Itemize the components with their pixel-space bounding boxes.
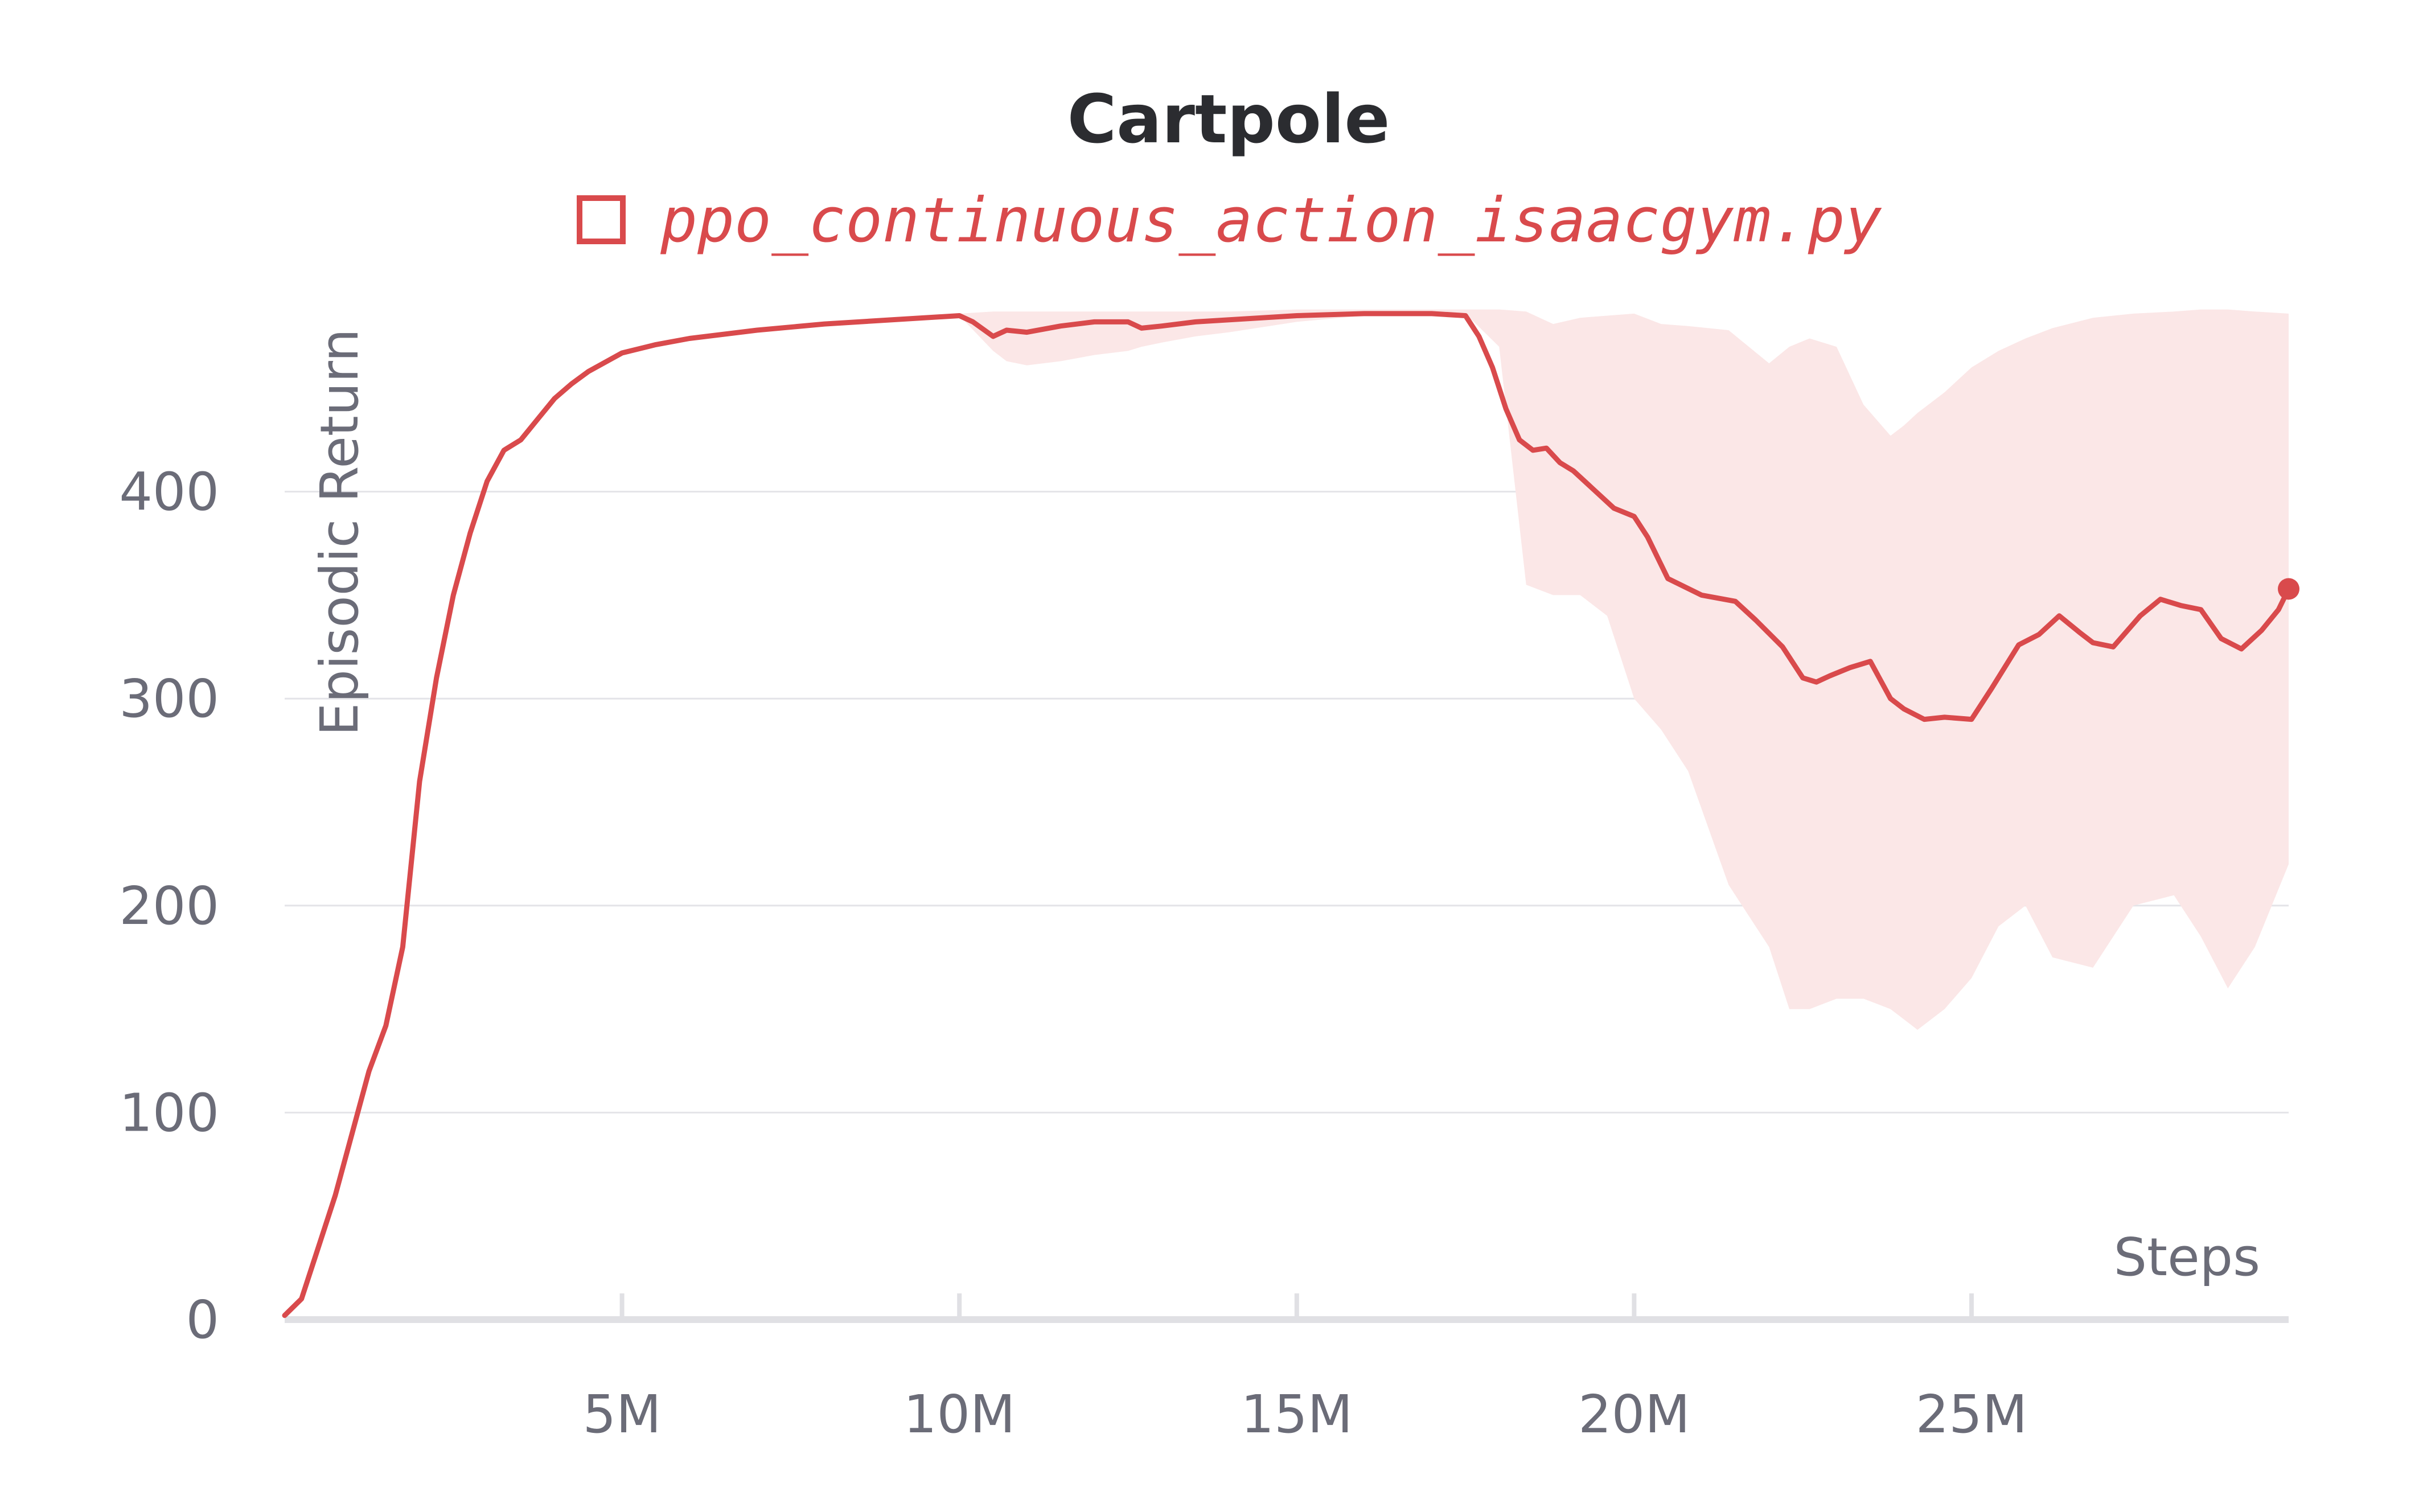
- y-tick-label: 300: [119, 668, 219, 729]
- x-axis-ticks: 5M 10M 15M 20M 25M: [583, 1384, 2028, 1445]
- series-line: [282, 311, 2291, 1318]
- confidence-band: [959, 309, 2289, 1030]
- legend-label: ppo_continuous_action_isaacgym.py: [660, 185, 1882, 256]
- x-tick-label: 20M: [1578, 1384, 1690, 1445]
- y-tick-label: 100: [119, 1082, 219, 1143]
- legend-swatch: [577, 195, 626, 244]
- y-tick-label: 200: [119, 876, 219, 936]
- x-tick-label: 10M: [904, 1384, 1015, 1445]
- x-axis: [285, 1293, 2289, 1323]
- x-axis-label: Steps: [2114, 1227, 2260, 1288]
- chart-title: Cartpole: [1067, 80, 1390, 158]
- y-axis-ticks: 0 100 200 300 400: [119, 462, 219, 1350]
- y-axis-label: Episodic Return: [309, 328, 370, 736]
- y-tick-label: 400: [119, 462, 219, 523]
- legend[interactable]: ppo_continuous_action_isaacgym.py: [577, 185, 1882, 256]
- confidence-band-area: [959, 309, 2289, 1030]
- y-tick-label: 0: [186, 1289, 219, 1350]
- x-tick-label: 5M: [583, 1384, 662, 1445]
- x-tick-label: 15M: [1241, 1384, 1353, 1445]
- series-endpoint: [2278, 578, 2299, 600]
- x-tick-label: 25M: [1916, 1384, 2027, 1445]
- series-layer: [282, 311, 2299, 1318]
